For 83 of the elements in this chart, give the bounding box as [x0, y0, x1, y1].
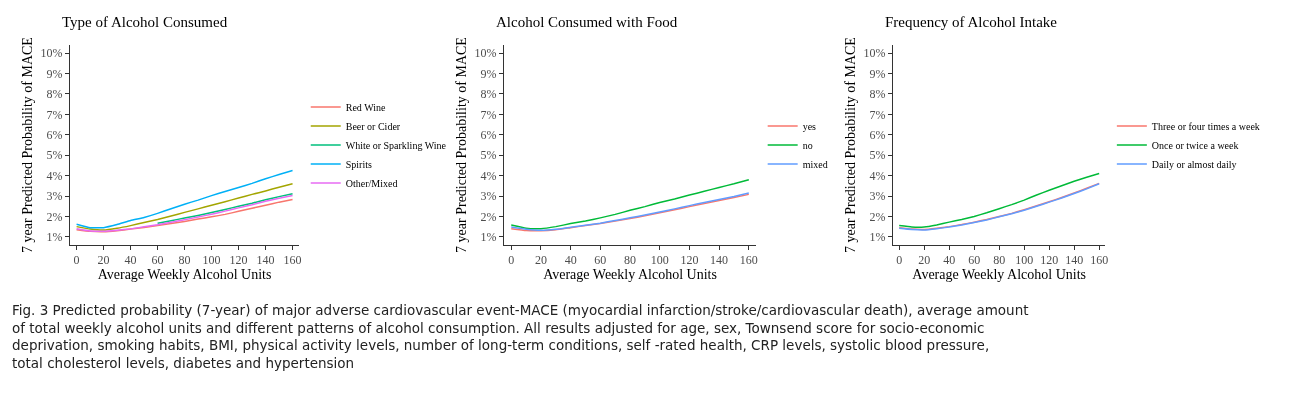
x-tick-label: 60: [594, 253, 607, 268]
y-tick-label: 9%: [480, 66, 497, 81]
x-tick-label: 160: [283, 253, 302, 268]
legend-label: Spirits: [345, 158, 372, 170]
y-tick-label: 5%: [46, 148, 63, 163]
x-tick-label: 60: [151, 253, 164, 268]
legend-label: mixed: [802, 158, 828, 170]
y-tick-label: 5%: [869, 148, 886, 163]
x-tick-label: 40: [124, 253, 137, 268]
legend-label: White or Sparkling Wine: [345, 139, 447, 151]
x-tick-label: 20: [97, 253, 110, 268]
line-series: [75, 169, 294, 229]
legend-label: Three or four times a week: [1151, 120, 1260, 132]
x-axis-title: Average Weekly Alcohol Units: [97, 267, 272, 283]
legend-label: Beer or Cider: [345, 120, 401, 132]
y-tick-label: 2%: [869, 209, 886, 224]
legend-label: yes: [802, 120, 817, 132]
x-tick-label: 120: [229, 253, 248, 268]
y-tick-label: 8%: [46, 87, 63, 102]
x-tick-label: 40: [564, 253, 577, 268]
x-tick-label: 140: [710, 253, 729, 268]
x-tick-label: 80: [178, 253, 191, 268]
line-series: [510, 178, 750, 230]
caption: Fig. 3 Predicted probability (7-year) of major adverse cardiovascular event-MACE (myocardial infarction/stroke/cardiovascular death), average amount of total weekly alcohol units and different patterns of alcohol consumption. All results adjusted for age, sex, Townsend score for socio-economic deprivation, smoking habits, BMI, physical activity levels, number of long-term conditions, self -rated health, CRP levels, systolic blood pressure, total cholesterol levels, diabetes and hypertension: [12, 302, 1029, 371]
y-axis-title: 7 year Predicted Probability of MACE: [454, 37, 470, 253]
y-tick-label: 6%: [480, 128, 497, 142]
y-tick-label: 6%: [869, 128, 886, 142]
x-tick-label: 160: [739, 253, 758, 268]
x-tick-label: 0: [508, 253, 515, 268]
x-tick-label: 140: [1065, 253, 1084, 268]
line-series: [156, 193, 294, 224]
x-tick-label: 20: [534, 253, 547, 268]
chart-title: Alcohol Consumed with Food: [496, 14, 678, 30]
x-axis-title: Average Weekly Alcohol Units: [543, 267, 717, 283]
y-tick-label: 1%: [869, 230, 886, 245]
y-tick-label: 3%: [869, 189, 886, 204]
y-tick-label: 7%: [869, 107, 886, 122]
y-tick-label: 2%: [480, 209, 497, 224]
y-tick-label: 7%: [46, 107, 63, 122]
y-tick-label: 8%: [869, 87, 886, 102]
y-tick-label: 4%: [869, 168, 886, 183]
x-axis-title: Average Weekly Alcohol Units: [912, 267, 1087, 283]
y-axis-title: 7 year Predicted Probability of MACE: [843, 37, 859, 253]
y-tick-label: 10%: [863, 46, 886, 61]
y-tick-label: 3%: [46, 189, 63, 204]
y-tick-label: 10%: [40, 46, 63, 61]
x-tick-label: 100: [650, 253, 669, 268]
legend-label: Daily or almost daily: [1151, 158, 1237, 170]
line-series: [898, 172, 1100, 228]
x-tick-label: 160: [1090, 253, 1109, 268]
y-tick-label: 7%: [480, 107, 497, 122]
y-tick-label: 8%: [480, 87, 497, 102]
y-tick-label: 9%: [869, 66, 886, 81]
x-tick-label: 120: [680, 253, 699, 268]
legend-label: Red Wine: [345, 101, 386, 113]
x-tick-label: 60: [968, 253, 981, 268]
x-tick-label: 100: [1015, 253, 1034, 268]
y-tick-label: 4%: [46, 168, 63, 183]
chart-title: Type of Alcohol Consumed: [62, 14, 228, 30]
legend-label: no: [802, 139, 813, 151]
legend-label: Other/Mixed: [345, 177, 398, 189]
y-tick-label: 10%: [474, 46, 497, 61]
chart-title: Frequency of Alcohol Intake: [885, 14, 1058, 30]
x-tick-label: 40: [943, 253, 956, 268]
legend-label: Once or twice a week: [1151, 139, 1239, 151]
y-tick-label: 2%: [46, 209, 63, 224]
y-tick-label: 3%: [480, 189, 497, 204]
x-tick-label: 100: [202, 253, 221, 268]
x-tick-label: 120: [1040, 253, 1059, 268]
x-tick-label: 0: [73, 253, 80, 268]
y-tick-label: 9%: [46, 66, 63, 81]
x-tick-label: 0: [896, 253, 903, 268]
y-tick-label: 1%: [46, 230, 63, 245]
x-tick-label: 20: [918, 253, 931, 268]
x-tick-label: 80: [993, 253, 1006, 268]
y-axis-title: 7 year Predicted Probability of MACE: [20, 37, 36, 253]
y-tick-label: 4%: [480, 168, 497, 183]
y-tick-label: 6%: [46, 128, 63, 142]
line-series: [75, 183, 294, 231]
x-tick-label: 140: [256, 253, 275, 268]
x-tick-label: 80: [624, 253, 637, 268]
y-tick-label: 1%: [480, 230, 497, 245]
y-tick-label: 5%: [480, 148, 497, 163]
